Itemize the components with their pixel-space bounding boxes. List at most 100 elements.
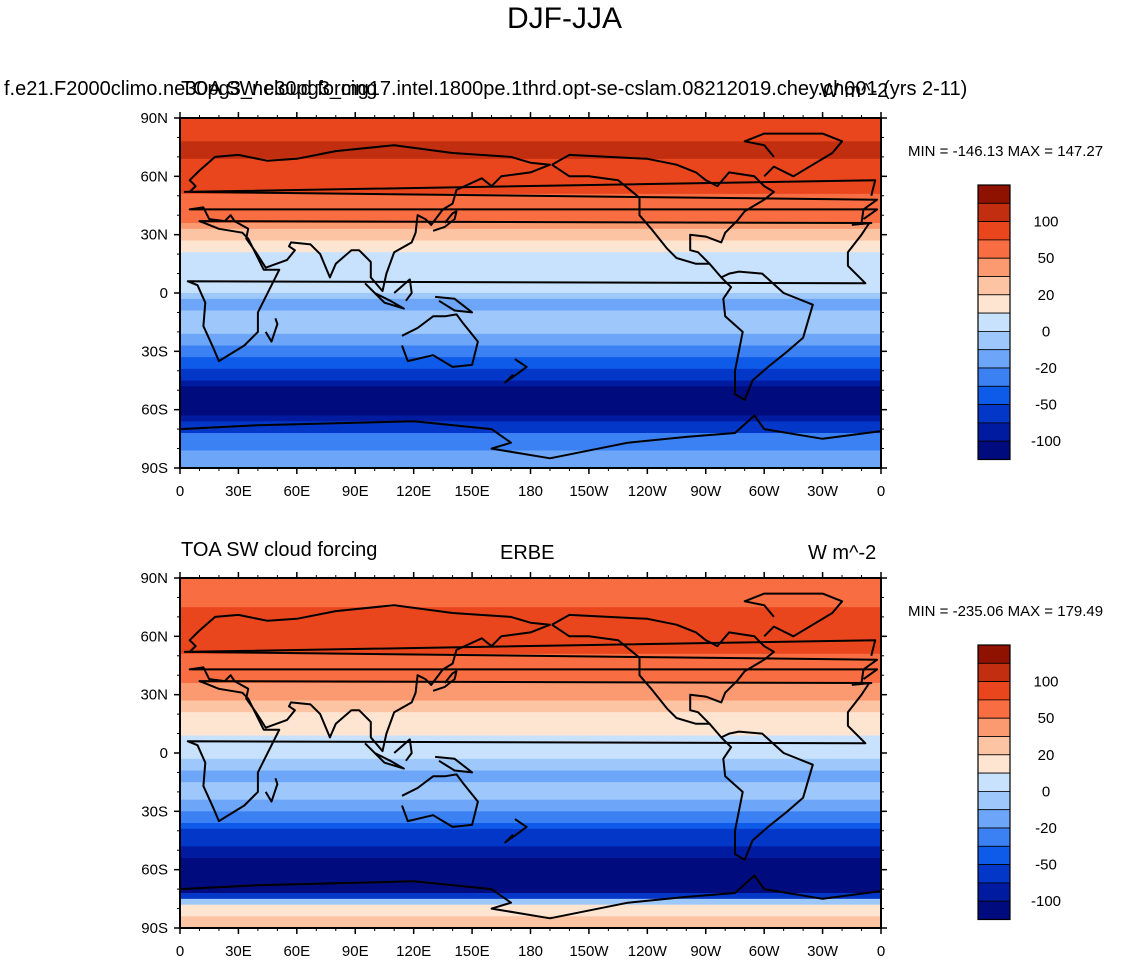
panel2-center-title: ERBE [500,542,555,564]
field-band [180,834,881,842]
colorbar-swatch [977,221,1011,241]
field-band [180,298,881,306]
field-band [180,322,881,329]
field-band [180,613,881,620]
field-band [180,328,881,335]
field-band [180,653,881,661]
field-band [180,357,881,364]
y-tick-label: 90N [140,570,168,587]
colorbar-label: 0 [1042,323,1050,340]
x-tick-label: 120E [396,483,431,500]
field-band [180,747,881,754]
field-band [180,718,881,725]
x-tick-label: 30W [807,483,839,500]
field-band [180,741,881,748]
panel1-map: 0 30E 60E 90E 120E 150E 180 150W 120W 90W 60W 30W 09… [140,110,887,500]
colorbar-swatch [977,202,1011,222]
x-tick-label: 150W [569,943,609,960]
field-band [180,770,881,777]
field-band [180,671,881,678]
y-tick-label: 0 [160,745,168,762]
coastline [401,313,479,368]
field-band [180,782,881,789]
field-band [180,817,881,824]
field-band [180,374,881,382]
field-band [180,589,881,597]
field-band [180,723,881,731]
coastline [264,777,279,803]
field-band [180,141,881,148]
coastline [432,670,458,692]
coastline [179,414,882,469]
field-band [180,601,881,608]
colorbar-label: 20 [1038,287,1055,304]
x-tick-label: 180 [518,943,543,960]
panel2-map: 0 30E 60E 90E 120E 150E 180 150W 120W 90W 60W 30W 09… [140,570,887,960]
field-band [180,234,881,242]
x-tick-label: 30W [807,943,839,960]
panel2-left-title: TOA SW cloud forcing [181,539,378,561]
panel1-left-title: TOA SW cloud forcing [181,78,378,100]
field-band [180,694,881,702]
colorbar-swatch [977,276,1011,296]
field-band [180,887,881,894]
field-band [180,427,881,434]
field-band [180,648,881,655]
colorbar-label: -20 [1035,360,1057,377]
coastline [186,680,873,823]
panel1-center-title: f.e21.F2000climo.ne30pg3_ne30pg3_mg17.in… [4,78,968,100]
field-band [180,922,881,929]
field-band [180,881,881,888]
field-band [180,368,881,376]
field-band [180,147,881,154]
y-tick-label: 0 [160,285,168,302]
field-band [180,863,881,871]
colorbar-swatch [977,184,1011,204]
field-band [180,700,881,707]
y-tick-label: 30N [140,227,168,244]
field-band [180,316,881,323]
colorbar-swatch [977,900,1011,920]
field-band [180,706,881,713]
colorbar-swatch [977,662,1011,682]
colorbar-label: 100 [1033,674,1058,691]
field-band [180,438,881,446]
colorbar-label: 0 [1042,783,1050,800]
field-band [180,583,881,591]
field-band [180,304,881,312]
coastline [188,144,879,293]
colorbar-swatch [977,827,1011,847]
coastline [183,179,877,197]
x-tick-label: 120W [628,943,668,960]
field-band [180,287,881,294]
field-band [180,281,881,288]
x-tick-label: 90E [342,483,369,500]
coastline [401,773,479,828]
colorbar-label: 50 [1038,710,1055,727]
field-band [180,764,881,772]
panel2-minmax: MIN = -235.06 MAX = 179.49 [908,603,1104,620]
x-tick-label: 180 [518,483,543,500]
x-tick-label: 30E [225,483,252,500]
x-tick-label: 120E [396,943,431,960]
coastline [551,153,814,401]
field-band [180,228,881,236]
x-tick-label: 60E [283,483,310,500]
field-band [180,129,881,137]
coastline [264,317,279,343]
field-band [180,630,881,637]
panel1-coastlines [179,132,882,469]
field-band [180,444,881,452]
field-band [180,578,881,585]
coastline [432,210,458,232]
colorbar-swatch [977,736,1011,756]
y-tick-label: 60N [140,168,168,185]
field-band [180,624,881,632]
x-tick-label: 0 [176,483,184,500]
colorbar-swatch [977,882,1011,902]
colorbar-swatch [977,422,1011,442]
coastline [364,282,405,310]
panel2-colorbar: 100 50 20 0 -20 -50 -100 [977,644,1061,921]
field-band [180,421,881,428]
field-band [180,199,881,207]
